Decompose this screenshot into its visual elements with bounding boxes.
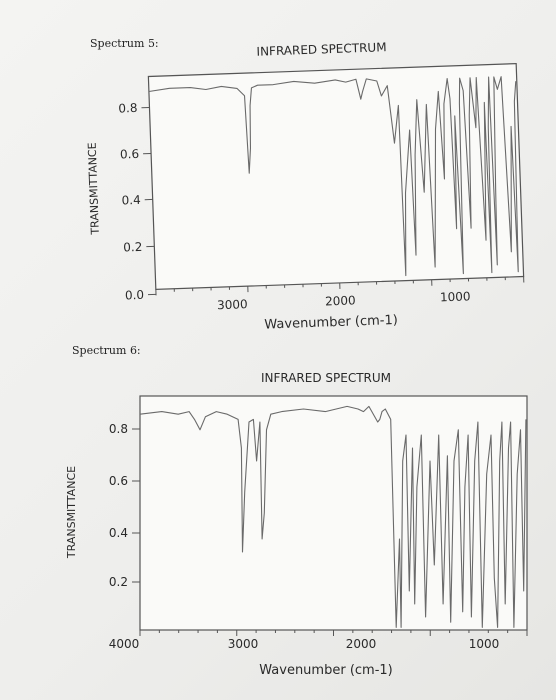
spectrum-5-y-tick-label: 0.2 bbox=[123, 240, 143, 255]
spectrum-6-y-tick-label: 0.6 bbox=[109, 474, 128, 488]
spectrum-6-x-tick-label: 3000 bbox=[228, 637, 259, 651]
spectrum-6-y-tick-label: 0.8 bbox=[109, 422, 128, 436]
spectrum-6-x-tick-label: 2000 bbox=[346, 637, 377, 651]
spectrum-5-y-axis-label: TRANSMITTANCE bbox=[86, 142, 102, 236]
spectrum-6-x-tick-label: 1000 bbox=[469, 637, 500, 651]
spectrum-6-y-tick-label: 0.2 bbox=[109, 575, 128, 589]
spectrum-5-x-tick-label: 2000 bbox=[325, 293, 356, 308]
spectrum-5-x-tick-label: 3000 bbox=[217, 297, 248, 312]
spectrum-6-trace bbox=[139, 405, 527, 628]
spectrum-5-x-axis-label: Wavenumber (cm-1) bbox=[264, 313, 398, 333]
spectrum-5-y-tick-label: 0.8 bbox=[118, 101, 138, 116]
spectrum-6-label: Spectrum 6: bbox=[72, 344, 141, 357]
spectrum-5-y-tick-label: 0.6 bbox=[120, 147, 140, 162]
spectrum-5-title: INFRARED SPECTRUM bbox=[256, 40, 386, 59]
spectrum-6-y-axis-label: TRANSMITTANCE bbox=[65, 466, 78, 559]
spectrum-5-x-tick-label: 1000 bbox=[440, 289, 471, 304]
spectrum-6-y-tick-label: 0.4 bbox=[109, 526, 128, 540]
spectrum-5-trace bbox=[148, 76, 519, 277]
spectrum-6-plot-frame bbox=[139, 395, 528, 631]
spectrum-5-y-tick-label: 0.4 bbox=[121, 193, 141, 208]
spectrum-6-x-tick-label: 4000 bbox=[109, 637, 140, 651]
spectrum-6-x-axis-label: Wavenumber (cm-1) bbox=[259, 663, 392, 678]
spectrum-6-title: INFRARED SPECTRUM bbox=[261, 371, 391, 385]
spectrum-5-label: Spectrum 5: bbox=[90, 37, 159, 50]
spectrum-5-y-tick-label: 0.0 bbox=[125, 288, 145, 303]
